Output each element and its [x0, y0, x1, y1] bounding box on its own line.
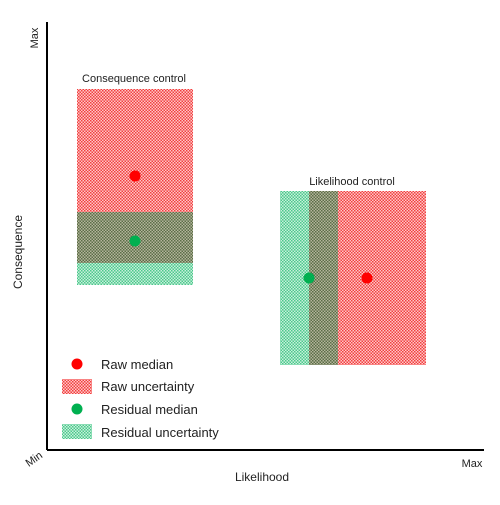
x-axis-max-label: Max: [462, 458, 483, 470]
legend-residual-median-label: Residual median: [101, 402, 198, 417]
consequence-control-group: Consequence control: [77, 73, 193, 285]
consequence-residual-median-dot: [129, 235, 141, 247]
consequence-control-label: Consequence control: [82, 73, 186, 85]
x-axis-title: Likelihood: [235, 470, 289, 484]
likelihood-residual-median-dot: [303, 272, 315, 284]
likelihood-control-group: Likelihood control: [280, 176, 426, 365]
likelihood-raw-median-dot: [361, 272, 373, 284]
likelihood-raw-uncertainty-box: [338, 191, 426, 365]
legend-residual-uncertainty-swatch: [62, 424, 92, 439]
legend-residual-median-swatch: [71, 403, 83, 415]
y-axis-max-label: Max: [29, 27, 41, 48]
legend-raw-uncertainty-label: Raw uncertainty: [101, 379, 195, 394]
consequence-raw-median-dot: [129, 170, 141, 182]
legend-raw-median-label: Raw median: [101, 357, 173, 372]
legend-raw-median-swatch: [71, 358, 83, 370]
origin-label: Min: [24, 450, 45, 470]
y-axis-title: Consequence: [11, 215, 25, 289]
consequence-raw-uncertainty-box: [77, 89, 193, 212]
legend-raw-uncertainty-swatch: [62, 379, 92, 394]
legend: Raw median Raw uncertainty Residual medi…: [62, 357, 219, 440]
consequence-residual-uncertainty-box: [77, 263, 193, 285]
legend-residual-uncertainty-label: Residual uncertainty: [101, 425, 219, 440]
likelihood-control-label: Likelihood control: [309, 176, 395, 188]
